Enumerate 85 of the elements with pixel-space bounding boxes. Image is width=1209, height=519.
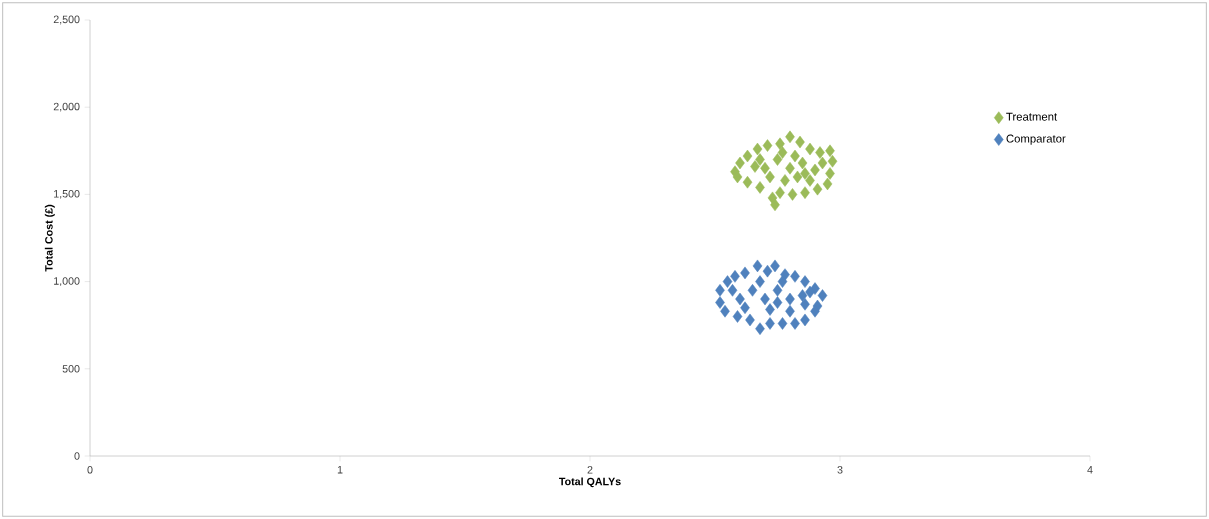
point xyxy=(800,313,810,327)
point xyxy=(812,182,823,196)
point xyxy=(760,292,770,306)
point xyxy=(730,270,740,283)
point xyxy=(750,160,760,173)
point xyxy=(817,156,828,170)
legend-label: Treatment xyxy=(1006,112,1058,121)
point xyxy=(777,317,788,330)
point xyxy=(810,163,820,177)
point xyxy=(735,156,745,170)
point xyxy=(755,153,765,166)
point xyxy=(770,259,780,273)
point xyxy=(745,313,755,327)
point xyxy=(800,167,810,180)
point xyxy=(817,289,828,302)
x-axis-title: Total QALYs xyxy=(559,477,621,488)
point xyxy=(797,156,808,170)
point xyxy=(765,303,775,316)
point xyxy=(772,296,783,309)
point xyxy=(772,153,783,166)
point xyxy=(742,175,753,189)
point xyxy=(775,186,785,199)
point xyxy=(815,146,825,159)
x-tick-label: 2 xyxy=(587,466,593,474)
point xyxy=(755,275,765,288)
point xyxy=(787,188,798,201)
x-tick-label: 4 xyxy=(1087,466,1093,474)
point xyxy=(740,266,750,280)
x-tick-label: 1 xyxy=(337,466,343,474)
point xyxy=(770,198,780,212)
x-tick-label: 3 xyxy=(837,466,843,474)
point xyxy=(715,296,725,309)
y-axis-title: Total Cost (£) xyxy=(44,204,55,272)
point xyxy=(805,174,815,187)
point xyxy=(747,284,758,297)
point xyxy=(755,181,765,194)
point xyxy=(760,161,770,175)
point xyxy=(825,167,835,180)
point xyxy=(780,174,790,187)
point xyxy=(785,304,795,318)
point xyxy=(795,135,805,149)
point xyxy=(785,161,795,175)
point xyxy=(772,284,783,297)
point xyxy=(727,284,738,297)
point xyxy=(800,298,810,311)
point xyxy=(822,177,833,191)
point xyxy=(762,264,773,278)
point xyxy=(752,259,763,273)
point xyxy=(777,275,788,288)
point xyxy=(825,144,835,158)
y-tick-label: 1,500 xyxy=(54,190,80,199)
y-tick-label: 2,500 xyxy=(53,15,80,25)
y-tick-label: 1,000 xyxy=(54,277,80,286)
point xyxy=(792,170,803,184)
point xyxy=(732,170,743,184)
point xyxy=(740,301,750,315)
point xyxy=(742,149,753,163)
point xyxy=(722,275,733,288)
point xyxy=(790,270,800,283)
point xyxy=(720,304,730,318)
point xyxy=(785,292,795,306)
point xyxy=(805,142,815,156)
point xyxy=(755,322,765,335)
point xyxy=(785,130,795,144)
x-tick-label: 0 xyxy=(87,466,93,474)
point xyxy=(790,317,800,330)
point xyxy=(797,289,808,302)
y-tick-label: 0 xyxy=(74,452,80,460)
point xyxy=(715,284,725,297)
point xyxy=(800,275,810,288)
point xyxy=(810,304,820,318)
point xyxy=(800,186,810,199)
point xyxy=(735,292,745,306)
point xyxy=(752,142,763,156)
point xyxy=(790,149,800,163)
point xyxy=(765,317,775,330)
point xyxy=(762,139,773,152)
point xyxy=(777,146,788,159)
point xyxy=(827,155,838,168)
legend-label: Comparator xyxy=(1006,134,1066,145)
y-tick-label: 500 xyxy=(62,365,80,373)
y-tick-label: 2,000 xyxy=(53,102,80,112)
point xyxy=(805,285,815,299)
point xyxy=(765,170,775,184)
point xyxy=(732,310,743,323)
